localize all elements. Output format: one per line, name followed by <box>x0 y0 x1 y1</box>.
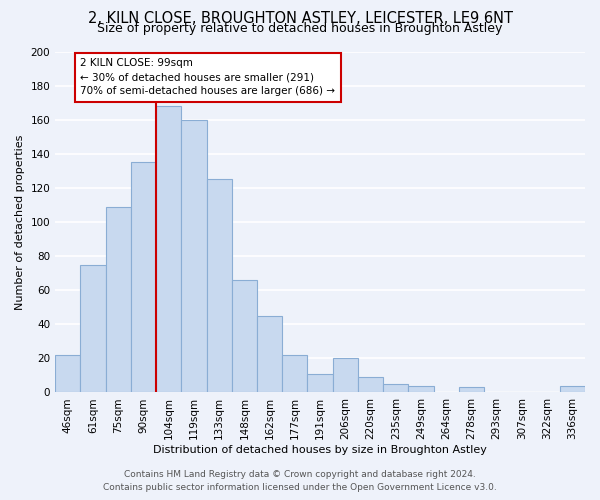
Y-axis label: Number of detached properties: Number of detached properties <box>15 134 25 310</box>
Bar <box>459 388 484 392</box>
Bar <box>409 386 434 392</box>
Bar <box>560 386 585 392</box>
Bar <box>156 106 181 393</box>
Bar <box>106 206 131 392</box>
Bar <box>206 180 232 392</box>
Bar <box>307 374 332 392</box>
Bar <box>257 316 282 392</box>
Bar <box>80 264 106 392</box>
Bar <box>282 355 307 393</box>
X-axis label: Distribution of detached houses by size in Broughton Astley: Distribution of detached houses by size … <box>153 445 487 455</box>
Bar <box>131 162 156 392</box>
Text: 2, KILN CLOSE, BROUGHTON ASTLEY, LEICESTER, LE9 6NT: 2, KILN CLOSE, BROUGHTON ASTLEY, LEICEST… <box>88 11 512 26</box>
Text: 2 KILN CLOSE: 99sqm
← 30% of detached houses are smaller (291)
70% of semi-detac: 2 KILN CLOSE: 99sqm ← 30% of detached ho… <box>80 58 335 96</box>
Bar <box>383 384 409 392</box>
Text: Size of property relative to detached houses in Broughton Astley: Size of property relative to detached ho… <box>97 22 503 35</box>
Bar <box>181 120 206 392</box>
Bar <box>55 355 80 393</box>
Text: Contains HM Land Registry data © Crown copyright and database right 2024.
Contai: Contains HM Land Registry data © Crown c… <box>103 470 497 492</box>
Bar <box>232 280 257 392</box>
Bar <box>358 377 383 392</box>
Bar <box>332 358 358 392</box>
